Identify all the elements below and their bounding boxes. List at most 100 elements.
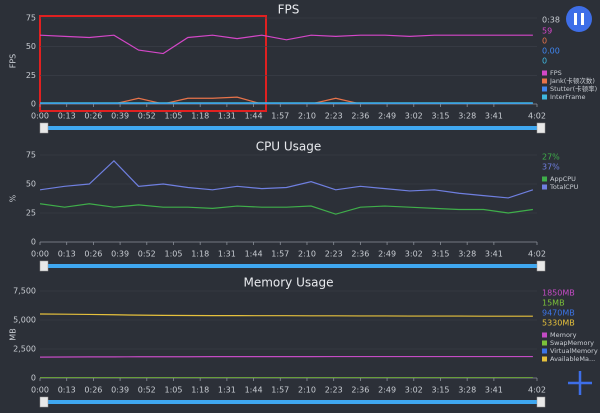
x-tick-label: 3:28 bbox=[458, 386, 476, 395]
y-tick-label: 5,000 bbox=[13, 316, 36, 325]
x-tick-label: 2:10 bbox=[298, 250, 316, 259]
legend-swatch bbox=[542, 70, 547, 76]
x-tick-label: 4:02 bbox=[528, 112, 546, 121]
scrollbar bbox=[42, 126, 539, 130]
legend-label: Stutter(卡顿率) bbox=[550, 84, 597, 93]
series-readout: 1850MB bbox=[542, 289, 575, 298]
x-tick-label: 3:02 bbox=[405, 250, 423, 259]
x-tick-label: 0:52 bbox=[138, 386, 156, 395]
x-tick-label: 3:02 bbox=[405, 112, 423, 121]
x-tick-label: 4:02 bbox=[528, 386, 546, 395]
add-button[interactable] bbox=[568, 371, 592, 395]
x-tick-label: 0:00 bbox=[31, 386, 49, 395]
legend-swatch bbox=[542, 176, 547, 182]
legend-label: TotalCPU bbox=[549, 183, 579, 191]
x-tick-label: 3:15 bbox=[431, 386, 449, 395]
series-line bbox=[40, 34, 533, 55]
legend-label: FPS bbox=[550, 69, 562, 77]
legend-label: Memory bbox=[550, 331, 577, 339]
legend-label: Jank(卡顿次数) bbox=[549, 76, 595, 85]
plot bbox=[40, 34, 533, 104]
x-tick-label: 0:00 bbox=[31, 250, 49, 259]
series-readout: 37% bbox=[542, 163, 560, 172]
x-tick-label: 2:10 bbox=[298, 386, 316, 395]
x-tick-label: 0:13 bbox=[58, 250, 76, 259]
x-tick-label: 1:31 bbox=[218, 386, 236, 395]
series-line bbox=[40, 313, 533, 317]
x-tick-label: 0:39 bbox=[111, 250, 129, 259]
y-tick-label: 50 bbox=[26, 180, 36, 189]
x-tick-label: 1:57 bbox=[271, 250, 289, 259]
y-tick-label: 25 bbox=[26, 71, 36, 80]
pause-icon bbox=[581, 13, 584, 25]
x-tick-label: 1:44 bbox=[245, 386, 263, 395]
x-tick-label: 0:52 bbox=[138, 250, 156, 259]
scroll-handle bbox=[536, 396, 546, 408]
series-readout: 27% bbox=[542, 153, 560, 162]
legend-label: InterFrame bbox=[550, 93, 586, 101]
series-readout: 9470MB bbox=[542, 309, 575, 318]
x-tick-label: 2:36 bbox=[351, 250, 369, 259]
cursor-time: 0:38 bbox=[542, 16, 560, 25]
highlight-box bbox=[39, 15, 267, 112]
x-tick-label: 2:23 bbox=[325, 386, 343, 395]
y-tick-label: 2,500 bbox=[13, 345, 36, 354]
legend-swatch bbox=[542, 86, 547, 92]
x-tick-label: 3:28 bbox=[458, 112, 476, 121]
legend-label: VirtualMemory bbox=[550, 347, 598, 355]
series-line bbox=[40, 159, 534, 199]
scroll-handle bbox=[39, 396, 49, 408]
x-tick-label: 1:18 bbox=[191, 112, 209, 121]
chart-title: FPS bbox=[278, 3, 300, 17]
scroll-handle bbox=[536, 260, 546, 272]
y-tick-label: 0 bbox=[31, 238, 36, 247]
x-tick-label: 3:41 bbox=[485, 112, 503, 121]
x-tick-label: 0:13 bbox=[58, 112, 76, 121]
scroll-handle bbox=[536, 122, 546, 134]
y-axis-label: MB bbox=[9, 328, 18, 340]
x-tick-label: 1:44 bbox=[245, 112, 263, 121]
x-tick-label: 0:39 bbox=[111, 112, 129, 121]
scrollbar bbox=[42, 400, 539, 404]
legend-swatch bbox=[542, 356, 547, 362]
series-readout: 15MB bbox=[542, 299, 565, 308]
x-tick-label: 0:39 bbox=[111, 386, 129, 395]
plot bbox=[40, 159, 534, 215]
pause-button[interactable] bbox=[566, 6, 592, 32]
series-line bbox=[40, 203, 533, 215]
x-tick-label: 1:57 bbox=[271, 386, 289, 395]
x-tick-label: 0:13 bbox=[58, 386, 76, 395]
y-tick-label: 0 bbox=[31, 100, 36, 109]
series-readout: 0.00 bbox=[542, 47, 560, 56]
x-tick-label: 2:49 bbox=[378, 112, 396, 121]
series-readout: 0 bbox=[542, 37, 547, 46]
x-tick-label: 2:23 bbox=[325, 112, 343, 121]
pause-icon bbox=[574, 13, 577, 25]
legend-swatch bbox=[542, 184, 547, 190]
x-tick-label: 0:52 bbox=[138, 112, 156, 121]
scrollbar bbox=[42, 264, 539, 268]
y-tick-label: 50 bbox=[26, 42, 36, 51]
x-tick-label: 2:36 bbox=[351, 386, 369, 395]
x-tick-label: 4:02 bbox=[528, 250, 546, 259]
x-tick-label: 2:10 bbox=[298, 112, 316, 121]
x-tick-label: 1:31 bbox=[218, 250, 236, 259]
series-line bbox=[40, 355, 533, 358]
series-line bbox=[40, 96, 533, 104]
x-tick-label: 2:36 bbox=[351, 112, 369, 121]
legend-swatch bbox=[542, 348, 547, 354]
y-tick-label: 0 bbox=[31, 374, 36, 383]
x-tick-label: 1:05 bbox=[165, 386, 183, 395]
x-tick-label: 3:15 bbox=[431, 250, 449, 259]
x-tick-label: 0:26 bbox=[84, 386, 102, 395]
x-tick-label: 3:28 bbox=[458, 250, 476, 259]
chart-title: Memory Usage bbox=[243, 276, 333, 290]
x-tick-label: 3:15 bbox=[431, 112, 449, 121]
y-tick-label: 7,500 bbox=[13, 287, 36, 296]
x-tick-label: 1:18 bbox=[191, 250, 209, 259]
y-tick-label: 25 bbox=[26, 209, 36, 218]
x-tick-label: 1:05 bbox=[165, 250, 183, 259]
y-tick-label: 75 bbox=[26, 151, 36, 160]
series-readout: 59 bbox=[542, 27, 552, 36]
